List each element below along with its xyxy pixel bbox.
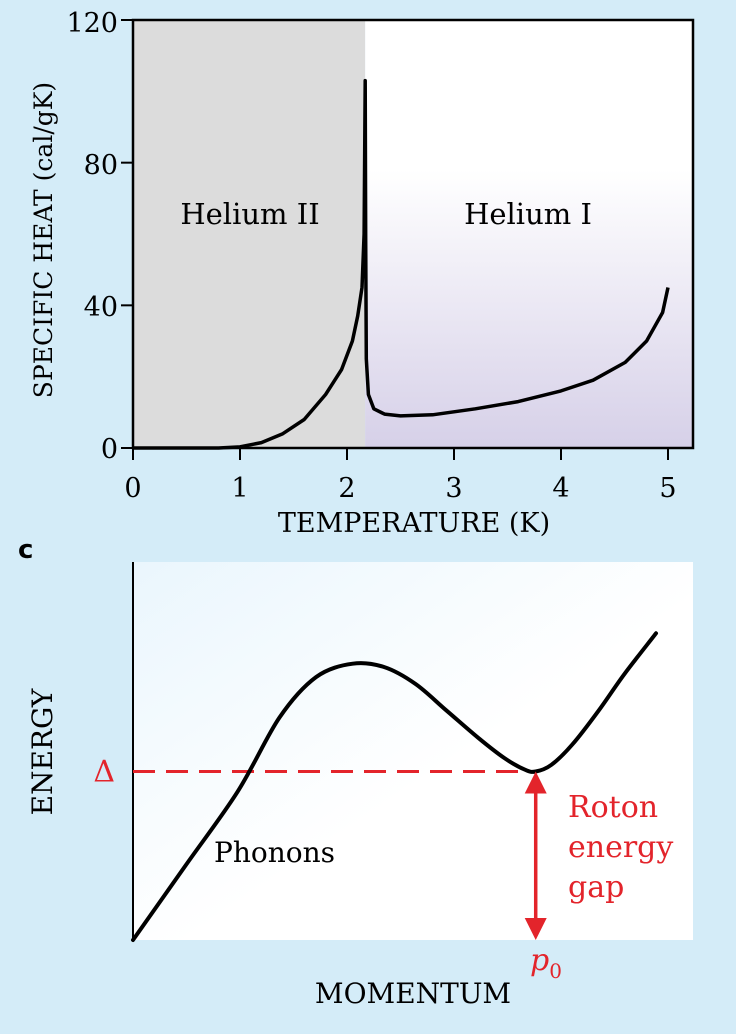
helium-ii-region <box>133 20 366 448</box>
axis-ticks <box>121 19 669 460</box>
arrow-head-up-icon <box>524 771 547 794</box>
x-tick-label-1: 1 <box>231 473 248 504</box>
x-tick-label-5: 5 <box>659 473 676 504</box>
energy-axis-label: ENERGY <box>26 688 59 815</box>
gap-level-label: Δ <box>93 755 115 790</box>
y-axis-label: SPECIFIC HEAT (cal/gK) <box>29 82 58 398</box>
p0-subscript: 0 <box>549 959 562 983</box>
y-tick-label-40: 40 <box>84 292 118 323</box>
x-tick-label-2: 2 <box>338 473 355 504</box>
panel-label-c: c <box>18 535 33 565</box>
y-tick-label-120: 120 <box>66 8 118 39</box>
helium-i-region <box>365 20 693 448</box>
roton-label-line-2: energy <box>568 830 673 865</box>
specific-heat-chart: Helium II Helium I 0 40 80 120 0 1 2 3 4… <box>29 8 695 539</box>
roton-label-line-3: gap <box>568 870 624 905</box>
y-tick-label-0: 0 <box>101 434 118 465</box>
dispersion-plot-area <box>133 562 693 940</box>
x-tick-label-0: 0 <box>124 473 141 504</box>
p0-label: p0 <box>530 943 562 983</box>
specific-heat-curve <box>133 78 670 450</box>
phonons-label: Phonons <box>214 836 335 869</box>
dispersion-curve <box>131 631 658 942</box>
momentum-axis-label: MOMENTUM <box>315 977 511 1010</box>
y-tick-label-80: 80 <box>84 150 118 181</box>
roton-label-line-1: Roton <box>568 790 658 825</box>
x-axis-label: TEMPERATURE (K) <box>278 508 550 539</box>
x-tick-label-3: 3 <box>445 473 462 504</box>
x-tick-label-4: 4 <box>552 473 569 504</box>
region-label-helium-i: Helium I <box>464 197 592 231</box>
region-label-helium-ii: Helium II <box>180 197 319 231</box>
plot-frame <box>131 18 695 450</box>
p0-symbol: p <box>530 943 549 978</box>
arrow-head-down-icon <box>524 918 547 940</box>
dispersion-chart: c Δ p0 Phonons Roton energy gap MOMENTUM… <box>18 535 693 1010</box>
